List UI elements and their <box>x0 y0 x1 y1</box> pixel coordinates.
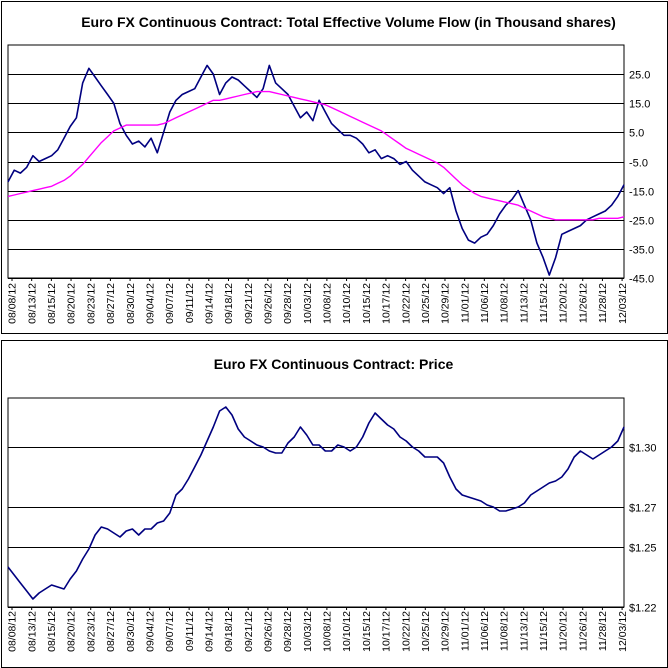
y-tick-label: -35.0 <box>629 245 654 257</box>
x-tick-label: 08/13/12 <box>26 283 38 324</box>
x-tick-label: 11/15/12 <box>538 611 550 651</box>
x-tick-label: 11/06/12 <box>479 283 491 323</box>
x-tick-label: 10/15/12 <box>361 283 373 324</box>
plot-area-frame <box>7 44 625 279</box>
y-tick-label: -15.0 <box>629 187 654 199</box>
x-tick-label: 09/07/12 <box>164 611 176 652</box>
x-tick-label: 08/27/12 <box>105 283 117 324</box>
y-tick-label: $1.30 <box>629 443 657 455</box>
x-tick-label: 11/01/12 <box>459 283 471 323</box>
x-tick-label: 11/06/12 <box>479 611 491 651</box>
x-tick-label: 10/03/12 <box>302 611 314 652</box>
x-tick-label: 09/18/12 <box>223 611 235 652</box>
x-tick-label: 09/26/12 <box>263 611 275 652</box>
x-tick-label: 11/15/12 <box>538 283 550 323</box>
x-tick-label: 08/08/12 <box>7 283 19 324</box>
x-tick-label: 09/14/12 <box>203 283 215 324</box>
x-tick-label: 08/30/12 <box>125 283 137 324</box>
x-tick-label: 09/11/12 <box>184 283 196 323</box>
x-tick-label: 11/13/12 <box>518 611 530 651</box>
x-tick-label: 10/08/12 <box>322 283 334 324</box>
x-tick-label: 08/15/12 <box>46 611 58 652</box>
x-tick-label: 11/28/12 <box>597 283 609 323</box>
x-tick-label: 08/20/12 <box>66 611 78 652</box>
x-tick-label: 09/28/12 <box>282 611 294 652</box>
x-tick-label: 10/15/12 <box>361 611 373 652</box>
y-tick-label: 25.0 <box>629 70 650 82</box>
volume-flow-chart-svg: 25.0 15.0 5.0 -5.0 -15.0 -25.0 -35.0 -45.0 08/08… <box>7 44 654 324</box>
x-tick-label: 11/26/12 <box>577 611 589 651</box>
x-tick-label: 08/20/12 <box>66 283 78 324</box>
x-tick-label: 09/21/12 <box>243 611 255 652</box>
volume-flow-chart-title: Euro FX Continuous Contract: Total Effec… <box>81 14 616 30</box>
y-tick-label: -25.0 <box>629 216 654 228</box>
x-tick-label: 10/10/12 <box>341 611 353 652</box>
x-tick-label: 08/08/12 <box>7 611 19 652</box>
y-tick-label: $1.22 <box>629 603 657 615</box>
price-chart-title: Euro FX Continuous Contract: Price <box>213 356 454 372</box>
x-tick-label: 11/08/12 <box>499 283 511 323</box>
x-tick-label: 08/27/12 <box>105 611 117 652</box>
x-tick-label: 09/14/12 <box>203 611 215 652</box>
x-tick-label: 10/08/12 <box>322 611 334 652</box>
x-tick-label: 11/20/12 <box>558 611 570 651</box>
y-tick-label: -5.0 <box>629 158 648 170</box>
price-chart-panel: Euro FX Continuous Contract: Price $1.30… <box>1 340 668 668</box>
x-tick-label: 12/03/12 <box>617 283 629 324</box>
x-tick-label: 11/20/12 <box>558 283 570 323</box>
x-tick-label: 09/18/12 <box>223 283 235 324</box>
total-effective-volume-flow-series-line <box>7 64 625 276</box>
x-tick-label: 08/15/12 <box>46 283 58 324</box>
x-tick-label: 08/30/12 <box>125 611 137 652</box>
price-series-line <box>7 406 625 600</box>
y-tick-label: 15.0 <box>629 99 650 111</box>
x-tick-label: 11/13/12 <box>518 283 530 323</box>
y-tick-label: 5.0 <box>629 128 644 140</box>
x-tick-label: 11/26/12 <box>577 283 589 323</box>
x-tick-label: 12/03/12 <box>617 611 629 652</box>
x-tick-label: 10/25/12 <box>420 611 432 652</box>
x-tick-label: 11/28/12 <box>597 611 609 651</box>
moving-average-series-line <box>7 90 625 221</box>
x-tick-label: 10/25/12 <box>420 283 432 324</box>
x-tick-label: 10/22/12 <box>400 283 412 324</box>
volume-flow-chart-panel: Euro FX Continuous Contract: Total Effec… <box>1 1 668 334</box>
y-tick-label: $1.25 <box>629 543 657 555</box>
y-tick-label: -45.0 <box>629 274 654 286</box>
x-tick-label: 10/22/12 <box>400 611 412 652</box>
x-tick-label: 10/17/12 <box>381 611 393 652</box>
x-tick-label: 08/23/12 <box>85 611 97 652</box>
x-tick-label: 10/29/12 <box>440 283 452 324</box>
plot-area-frame <box>7 397 625 608</box>
y-tick-label: $1.27 <box>629 503 657 515</box>
x-tick-label: 10/17/12 <box>381 283 393 324</box>
x-tick-label: 09/07/12 <box>164 283 176 324</box>
x-tick-label: 09/28/12 <box>282 283 294 324</box>
x-tick-label: 09/21/12 <box>243 283 255 324</box>
x-tick-label: 09/04/12 <box>144 283 156 324</box>
x-tick-label: 09/11/12 <box>184 611 196 651</box>
x-tick-label: 09/04/12 <box>144 611 156 652</box>
x-tick-label: 10/10/12 <box>341 283 353 324</box>
x-tick-label: 08/13/12 <box>26 611 38 652</box>
x-tick-label: 11/08/12 <box>499 611 511 651</box>
x-tick-label: 10/29/12 <box>440 611 452 652</box>
x-tick-label: 11/01/12 <box>459 611 471 651</box>
x-tick-label: 09/26/12 <box>263 283 275 324</box>
x-tick-label: 10/03/12 <box>302 283 314 324</box>
price-chart-svg: $1.30 $1.27 $1.25 $1.22 08/08/12 08/13/12 08/1… <box>7 397 657 652</box>
x-tick-label: 08/23/12 <box>85 283 97 324</box>
